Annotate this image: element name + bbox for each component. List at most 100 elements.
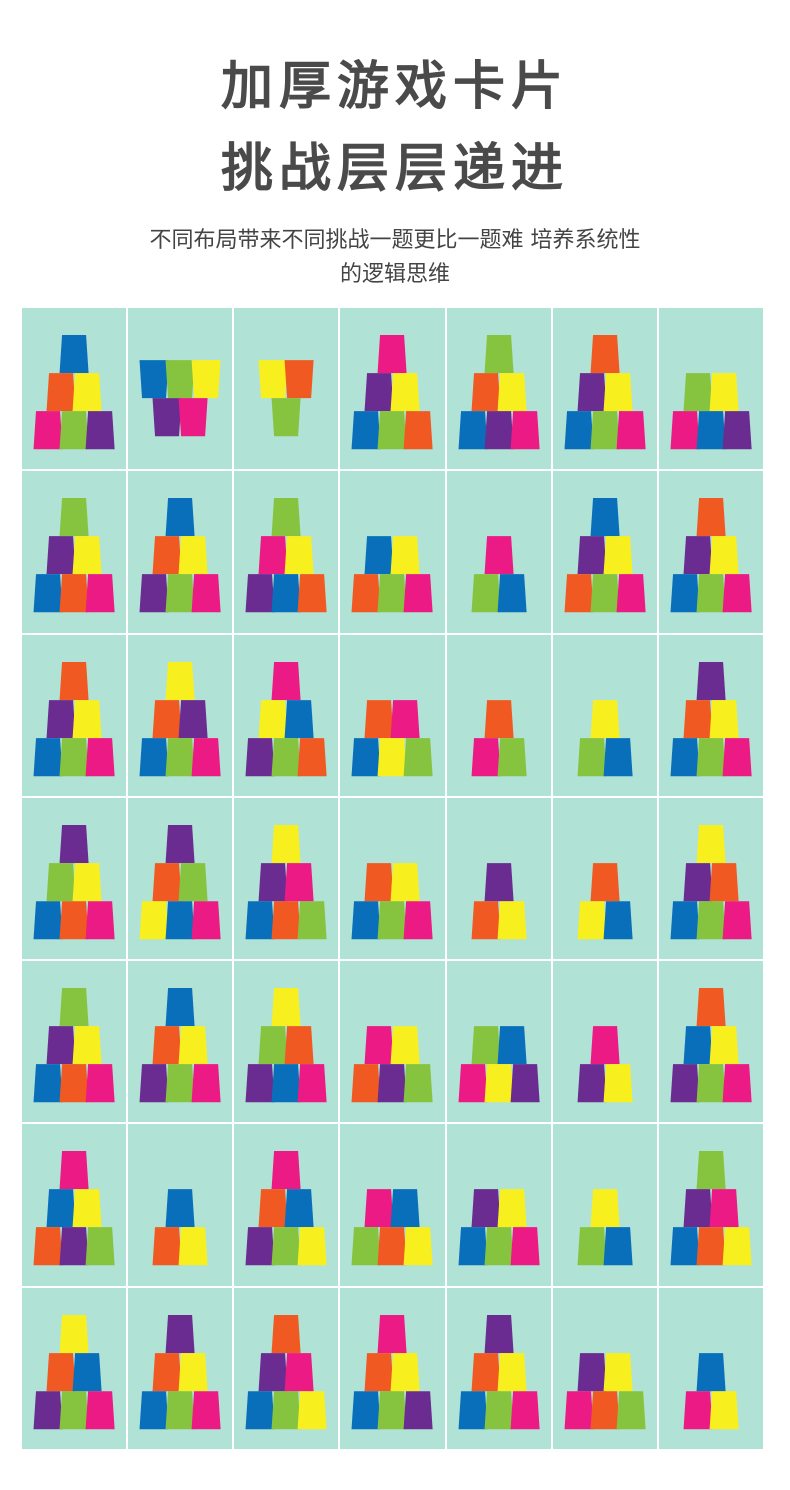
cup — [33, 737, 63, 776]
cup — [377, 335, 408, 374]
cup — [284, 1352, 314, 1391]
cup — [404, 737, 434, 776]
challenge-card — [340, 961, 445, 1123]
cup — [245, 901, 275, 940]
challenge-card — [340, 797, 445, 960]
cup — [497, 737, 527, 776]
cup-stack — [351, 699, 434, 776]
cup — [284, 1189, 314, 1228]
cup — [178, 699, 208, 738]
cup — [165, 737, 195, 776]
cup-stack — [33, 498, 115, 613]
cup — [696, 574, 726, 613]
cup — [590, 1189, 620, 1228]
cup — [152, 398, 182, 437]
cup — [165, 360, 195, 399]
cup — [245, 1064, 275, 1103]
cup — [471, 373, 501, 412]
cup — [616, 411, 646, 450]
cup — [471, 901, 501, 940]
cup-stack — [33, 824, 115, 940]
cup — [577, 901, 607, 940]
cup — [72, 1352, 102, 1391]
cup — [33, 901, 63, 940]
challenge-card-grid — [22, 308, 763, 1449]
cup — [33, 574, 63, 613]
cup — [670, 1064, 700, 1103]
cup — [351, 1227, 381, 1266]
cup — [696, 1151, 726, 1190]
cup — [722, 411, 752, 450]
cup — [458, 1227, 488, 1266]
cup — [165, 498, 195, 537]
cup-stack — [245, 498, 327, 613]
cup — [670, 411, 700, 450]
challenge-card — [128, 797, 233, 960]
cup — [471, 737, 501, 776]
cup — [59, 661, 89, 700]
cup — [271, 1390, 301, 1429]
cup — [178, 536, 208, 575]
cup-stack — [245, 1314, 327, 1429]
subtitle-line-2: 的逻辑思维 — [339, 262, 450, 287]
challenge-card — [552, 1124, 657, 1286]
cup — [683, 1189, 713, 1228]
cup-stack — [670, 498, 752, 613]
cup — [484, 699, 514, 738]
cup — [178, 862, 208, 902]
cup — [139, 901, 169, 940]
cup — [471, 574, 501, 613]
cup — [670, 1227, 700, 1266]
cup — [577, 536, 607, 575]
cup — [191, 1064, 221, 1103]
cup — [590, 699, 620, 738]
challenge-card — [22, 471, 127, 633]
cup — [603, 1064, 633, 1103]
cup — [484, 411, 514, 450]
cup — [590, 411, 620, 450]
cup — [377, 901, 408, 940]
cup — [258, 1352, 288, 1391]
challenge-card — [128, 1124, 233, 1286]
cup — [152, 1352, 182, 1391]
cup — [670, 574, 700, 613]
cup — [258, 1026, 288, 1065]
cup — [245, 574, 275, 613]
cup — [458, 1390, 488, 1429]
cup — [484, 862, 514, 902]
cup — [59, 824, 89, 863]
cup — [510, 1390, 540, 1429]
cup — [271, 988, 301, 1027]
cup — [258, 536, 288, 575]
cup — [165, 661, 195, 700]
cup-stack — [458, 1189, 540, 1266]
cup — [683, 1026, 713, 1065]
challenge-card — [234, 1287, 339, 1449]
cup — [603, 373, 633, 412]
title-line-1: 加厚游戏卡片 — [220, 57, 569, 117]
cup — [709, 373, 739, 412]
cup — [722, 901, 752, 940]
cup — [603, 737, 633, 776]
cup — [364, 1026, 394, 1065]
challenge-card — [234, 961, 339, 1123]
cup-stack — [33, 988, 115, 1103]
cup — [603, 901, 633, 940]
cup — [390, 536, 421, 575]
cup — [165, 574, 195, 613]
cup — [709, 699, 739, 738]
cup-stack — [670, 1151, 752, 1266]
cup — [696, 824, 726, 863]
cup — [59, 574, 89, 613]
cup-stack — [139, 498, 221, 613]
cup-stack — [258, 360, 314, 437]
cup — [46, 1026, 76, 1065]
cup — [696, 1352, 726, 1391]
cup — [284, 360, 314, 399]
cup — [390, 862, 421, 902]
cup — [709, 1390, 739, 1429]
cup — [471, 1352, 501, 1391]
cup — [670, 901, 700, 940]
cup-stack — [139, 1314, 221, 1429]
cup — [590, 335, 620, 374]
